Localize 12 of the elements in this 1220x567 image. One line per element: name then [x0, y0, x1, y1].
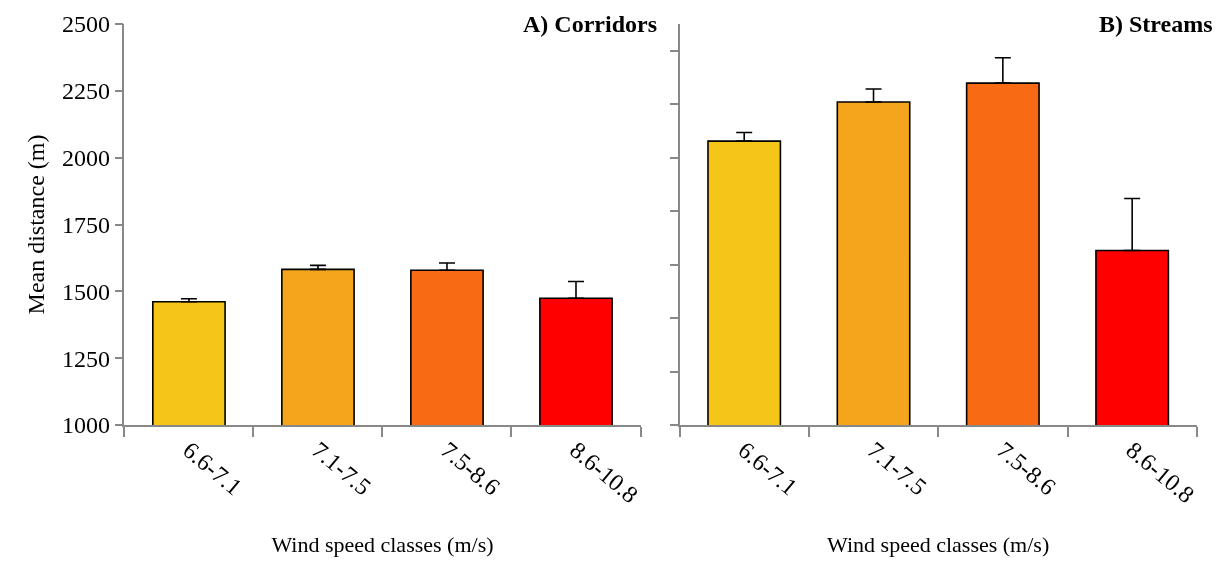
y-tick-label: 2000 — [61, 145, 110, 172]
chart-title: A) Corridors — [523, 11, 657, 37]
y-tick-label: 1500 — [61, 278, 110, 305]
y-axis-title: Mean distance (m) — [23, 134, 50, 315]
y-tick-label: 2250 — [61, 78, 110, 105]
y-tick-label: 1250 — [61, 345, 110, 372]
x-axis-title: Wind speed classes (m/s) — [271, 532, 494, 558]
chart-title: B) Streams — [1099, 11, 1213, 37]
y-tick-label: 1000 — [61, 412, 110, 439]
x-axis-title: Wind speed classes (m/s) — [827, 532, 1050, 558]
y-tick-label: 2500 — [61, 11, 110, 38]
y-tick-label: 1750 — [61, 211, 110, 238]
